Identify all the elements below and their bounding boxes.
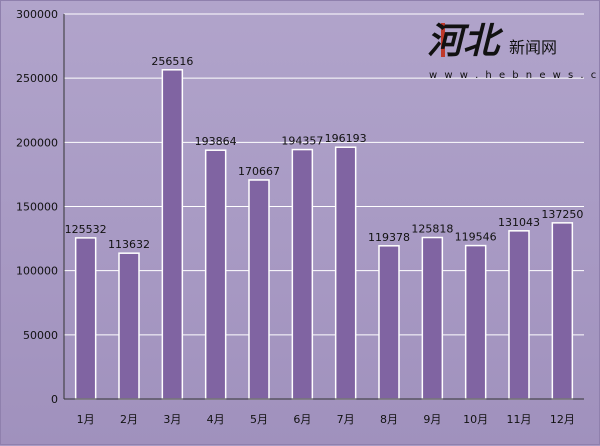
data-label: 125532 [65,223,107,236]
x-category-label: 7月 [337,413,355,426]
y-tick-label: 100000 [16,265,58,278]
logo-main-text: 河北 [427,20,504,62]
x-category-label: 10月 [463,413,488,426]
x-category-label: 1月 [77,413,95,426]
bar-8月 [378,245,400,400]
data-label: 119378 [368,231,410,244]
data-label: 193864 [195,135,237,148]
y-tick-label: 150000 [16,201,58,214]
bar-3月 [161,69,184,400]
bar-11月 [508,230,530,400]
data-label: 194357 [281,135,323,148]
logo-red-stroke [441,23,445,57]
y-axis-tick-labels: 0 50000 100000 150000 200000 250000 300000 [16,8,58,406]
data-label: 125818 [411,223,453,236]
data-label: 137250 [541,208,583,221]
y-tick-label: 300000 [16,8,58,21]
x-category-label: 9月 [423,413,441,426]
data-label: 256516 [151,55,193,68]
data-label: 119546 [455,231,497,244]
gridlines [64,13,584,400]
y-tick-label: 200000 [16,136,58,149]
data-label: 170667 [238,165,280,178]
x-category-label: 6月 [293,413,311,426]
data-label: 131043 [498,216,540,229]
bar-2月 [118,252,140,400]
bar-9月 [421,236,444,400]
bars [74,69,574,400]
bar-12月 [551,222,574,400]
bar-7月 [334,146,357,400]
data-label: 113632 [108,238,150,251]
data-label: 196193 [325,132,367,145]
x-category-label: 4月 [207,413,225,426]
x-category-label: 2月 [120,413,138,426]
y-tick-label: 0 [51,393,58,406]
y-tick-label: 50000 [23,329,58,342]
bar-4月 [204,149,227,400]
y-tick-label: 250000 [16,72,58,85]
x-category-label: 12月 [550,413,575,426]
x-axis-category-labels: 1月 2月 3月 4月 5月 6月 7月 8月 9月 10月 11月 12月 [77,413,575,426]
x-category-label: 5月 [250,413,268,426]
bar-6月 [291,148,314,400]
bar-10月 [464,244,487,400]
logo-url-text: w w w . h e b n e w s . c n [429,70,600,81]
bar-5月 [248,179,270,400]
x-category-label: 8月 [380,413,398,426]
logo-site-text: 新闻网 [509,38,557,57]
bar-1月 [74,237,97,400]
x-category-label: 3月 [163,413,181,426]
x-category-label: 11月 [507,413,532,426]
watermark-logo: 河北 新闻网 w w w . h e b n e w s . c n [427,20,600,81]
